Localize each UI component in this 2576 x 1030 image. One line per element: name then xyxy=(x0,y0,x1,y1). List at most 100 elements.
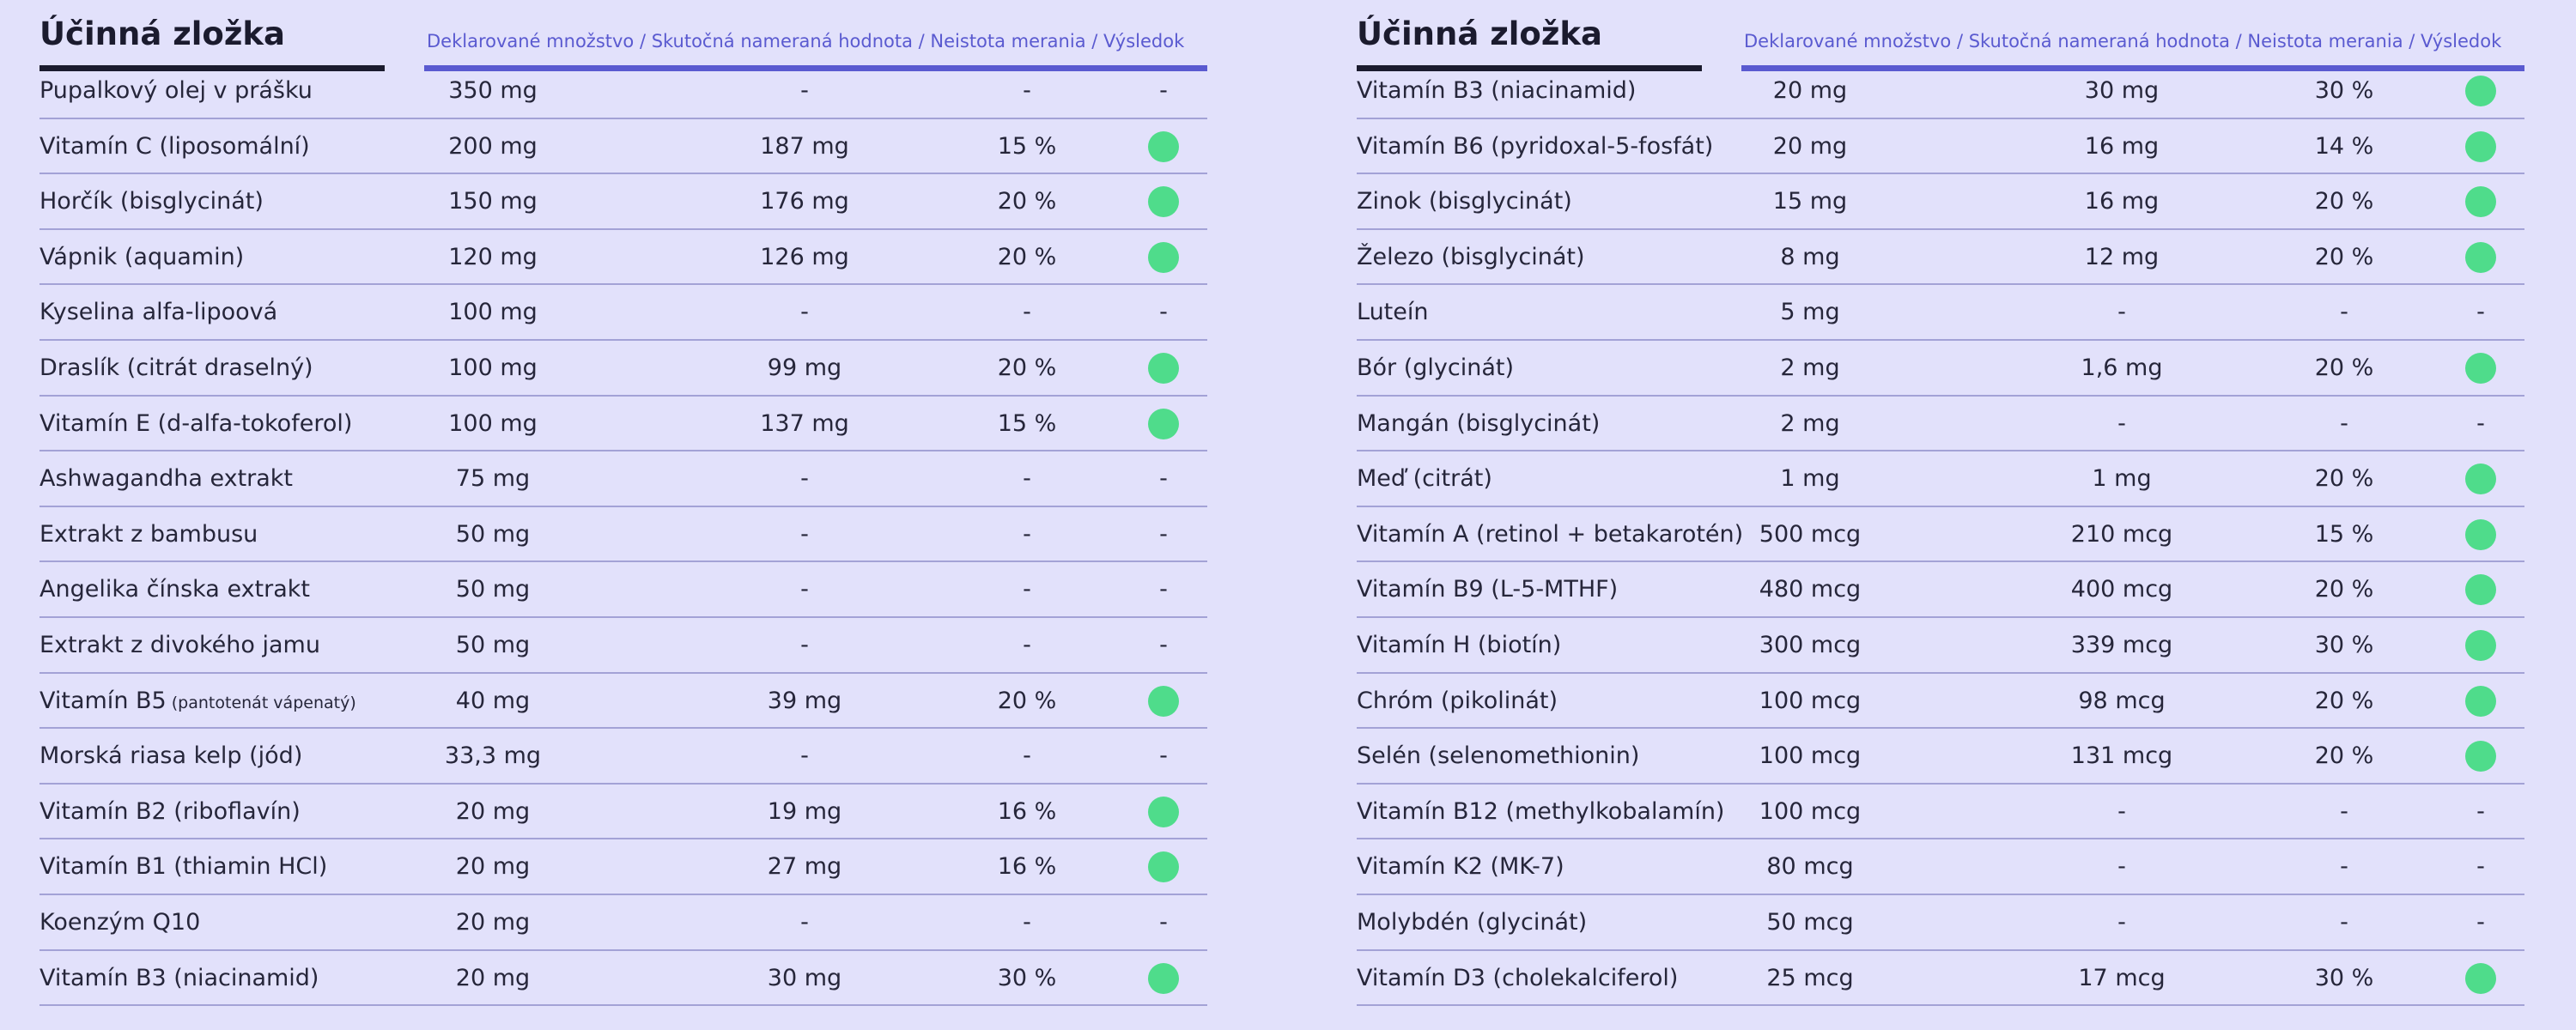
measured-value: 16 mg xyxy=(2084,188,2160,215)
measured-value: - xyxy=(800,520,809,548)
measured-value: 30 mg xyxy=(767,964,842,991)
uncertainty: - xyxy=(1023,632,1031,658)
declared-amount: 20 mg xyxy=(455,909,531,936)
name: Železo (bisglycinát) xyxy=(1357,243,1585,270)
uncertainty: - xyxy=(1023,77,1031,104)
declared-amount: 33,3 mg xyxy=(444,742,542,770)
declared-amount: 100 mg xyxy=(448,409,538,437)
name: Horčík (bisglycinát) xyxy=(39,188,264,215)
row-separator xyxy=(1357,339,2524,341)
measured-value: 210 mcg xyxy=(2070,520,2173,548)
measured-value: 126 mg xyxy=(760,243,849,270)
name: Vitamín D3 (cholekalciferol) xyxy=(1357,964,1679,991)
ingredient-name: Extrakt z divokého jamu xyxy=(39,618,320,673)
row-separator xyxy=(1357,948,2524,951)
uncertainty: 30 % xyxy=(2314,632,2374,658)
row-separator xyxy=(1357,782,2524,785)
ingredient-name: Extrakt z bambusu xyxy=(39,507,258,562)
ingredient-name: Vitamín B1 (thiamin HCl) xyxy=(39,839,327,894)
name: Vitamín B9 (L-5-MTHF) xyxy=(1357,576,1619,603)
name: Vitamín B2 (riboflavín) xyxy=(39,797,301,825)
row-separator xyxy=(39,671,1207,674)
row-separator xyxy=(39,727,1207,730)
ingredient-name: Selén (selenomethionin) xyxy=(1357,729,1639,784)
measured-value: - xyxy=(2117,299,2126,326)
pass-indicator xyxy=(2465,518,2496,550)
row-separator xyxy=(39,173,1207,175)
row-separator xyxy=(39,117,1207,119)
result: - xyxy=(1159,520,1168,548)
uncertainty: - xyxy=(1023,520,1031,548)
ingredient-name: Ashwagandha extrakt xyxy=(39,451,293,506)
name: Vitamín K2 (MK-7) xyxy=(1357,853,1564,881)
uncertainty: 20 % xyxy=(2314,243,2374,270)
ingredient-name: Vitamín H (biotín) xyxy=(1357,618,1561,673)
name: Draslík (citrát draselný) xyxy=(39,354,313,381)
row-separator xyxy=(1357,227,2524,230)
uncertainty: 20 % xyxy=(2314,354,2374,381)
declared-amount: 120 mg xyxy=(448,243,538,270)
pass-indicator xyxy=(1148,353,1179,384)
measured-value: - xyxy=(800,909,809,936)
ingredient-name: Molybdén (glycinát) xyxy=(1357,895,1587,950)
name: Selén (selenomethionin) xyxy=(1357,742,1640,770)
name: Extrakt z divokého jamu xyxy=(39,632,320,658)
pass-indicator xyxy=(2465,241,2496,273)
measured-value: - xyxy=(2117,409,2126,437)
name: Morská riasa kelp (jód) xyxy=(39,742,303,770)
ingredient-name: Vitamín K2 (MK-7) xyxy=(1357,839,1564,894)
name: Vitamín B6 (pyridoxal-5-fosfát) xyxy=(1357,132,1714,160)
declared-amount: 50 mcg xyxy=(1766,909,1854,936)
result: - xyxy=(2476,797,2485,825)
table-title: Účinná zložka xyxy=(39,15,285,52)
row-separator xyxy=(1357,616,2524,618)
measured-value: 176 mg xyxy=(760,188,849,215)
pass-indicator xyxy=(2465,464,2496,495)
row-separator xyxy=(1357,173,2524,175)
uncertainty: 20 % xyxy=(997,188,1057,215)
declared-amount: 50 mg xyxy=(455,520,531,548)
title-underline xyxy=(1357,65,1702,71)
name: Vápnik (aquamin) xyxy=(39,243,245,270)
result: - xyxy=(2476,409,2485,437)
measured-value: - xyxy=(2117,909,2126,936)
name: Extrakt z bambusu xyxy=(39,520,258,548)
row-separator xyxy=(39,560,1207,563)
measured-value: - xyxy=(800,299,809,326)
uncertainty: - xyxy=(1023,465,1031,493)
row-separator xyxy=(1357,117,2524,119)
row-separator xyxy=(39,838,1207,840)
ingredient-name: Morská riasa kelp (jód) xyxy=(39,729,302,784)
ingredient-name: Horčík (bisglycinát) xyxy=(39,174,264,229)
ingredient-name: Mangán (bisglycinát) xyxy=(1357,397,1600,451)
declared-amount: 1 mg xyxy=(1780,465,1840,493)
pass-indicator xyxy=(1148,241,1179,273)
declared-amount: 75 mg xyxy=(455,465,531,493)
declared-amount: 50 mg xyxy=(455,576,531,603)
measured-value: 17 mcg xyxy=(2078,964,2166,991)
measured-value: 27 mg xyxy=(767,853,842,881)
measured-value: 400 mcg xyxy=(2070,576,2173,603)
measured-value: 339 mcg xyxy=(2070,632,2173,658)
uncertainty: - xyxy=(2340,853,2348,881)
row-separator xyxy=(1357,671,2524,674)
row-separator xyxy=(1357,838,2524,840)
pass-indicator xyxy=(1148,186,1179,218)
table-title: Účinná zložka xyxy=(1357,15,1602,52)
uncertainty: 20 % xyxy=(2314,576,2374,603)
name-note: (pantotenát vápenatý) xyxy=(166,693,356,712)
measured-value: 30 mg xyxy=(2084,77,2160,104)
measured-value: 39 mg xyxy=(767,687,842,714)
declared-amount: 200 mg xyxy=(448,132,538,160)
measured-value: 187 mg xyxy=(760,132,849,160)
pass-indicator xyxy=(1148,962,1179,994)
name: Ashwagandha extrakt xyxy=(39,465,294,493)
declared-amount: 20 mg xyxy=(1772,77,1848,104)
measured-value: - xyxy=(800,465,809,493)
measured-value: 12 mg xyxy=(2084,243,2160,270)
uncertainty: - xyxy=(1023,909,1031,936)
declared-amount: 150 mg xyxy=(448,188,538,215)
uncertainty: - xyxy=(2340,909,2348,936)
measured-value: - xyxy=(800,632,809,658)
